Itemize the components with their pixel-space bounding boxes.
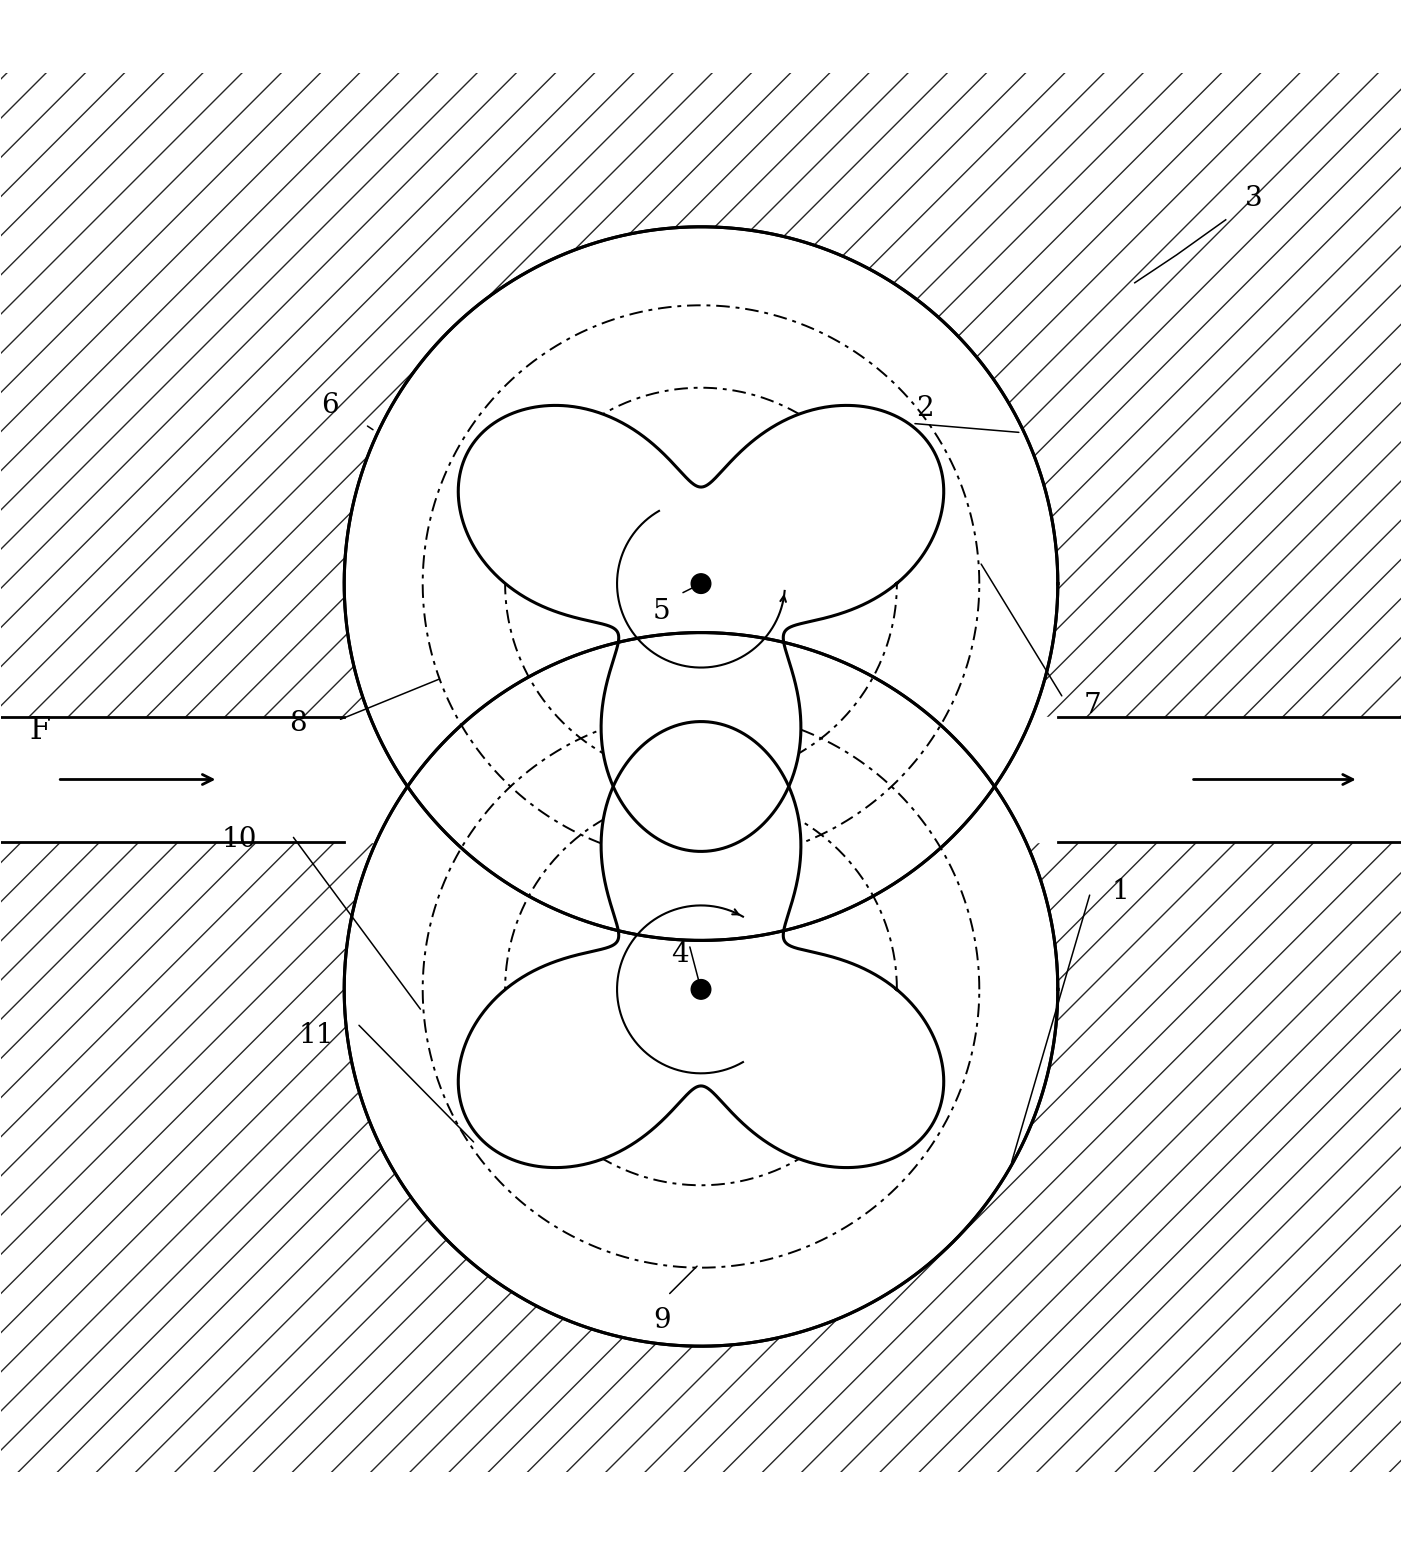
Text: 6: 6	[321, 392, 339, 419]
Text: 10: 10	[222, 827, 257, 853]
Text: 5: 5	[653, 598, 670, 626]
Circle shape	[691, 980, 711, 1000]
Text: 4: 4	[672, 941, 688, 967]
Text: 9: 9	[653, 1307, 670, 1335]
Text: 3: 3	[1245, 185, 1263, 212]
Text: 8: 8	[289, 711, 307, 737]
Circle shape	[691, 573, 711, 593]
Text: 1: 1	[1112, 878, 1130, 905]
Polygon shape	[345, 632, 1057, 1346]
Text: 7: 7	[1084, 692, 1102, 718]
Polygon shape	[458, 405, 944, 851]
Polygon shape	[345, 632, 1057, 1346]
Polygon shape	[345, 227, 1057, 941]
Text: F: F	[29, 715, 50, 746]
Text: 2: 2	[916, 396, 934, 422]
Polygon shape	[458, 722, 944, 1168]
Polygon shape	[1, 717, 1401, 842]
Text: 11: 11	[299, 1023, 334, 1049]
Polygon shape	[345, 227, 1057, 941]
